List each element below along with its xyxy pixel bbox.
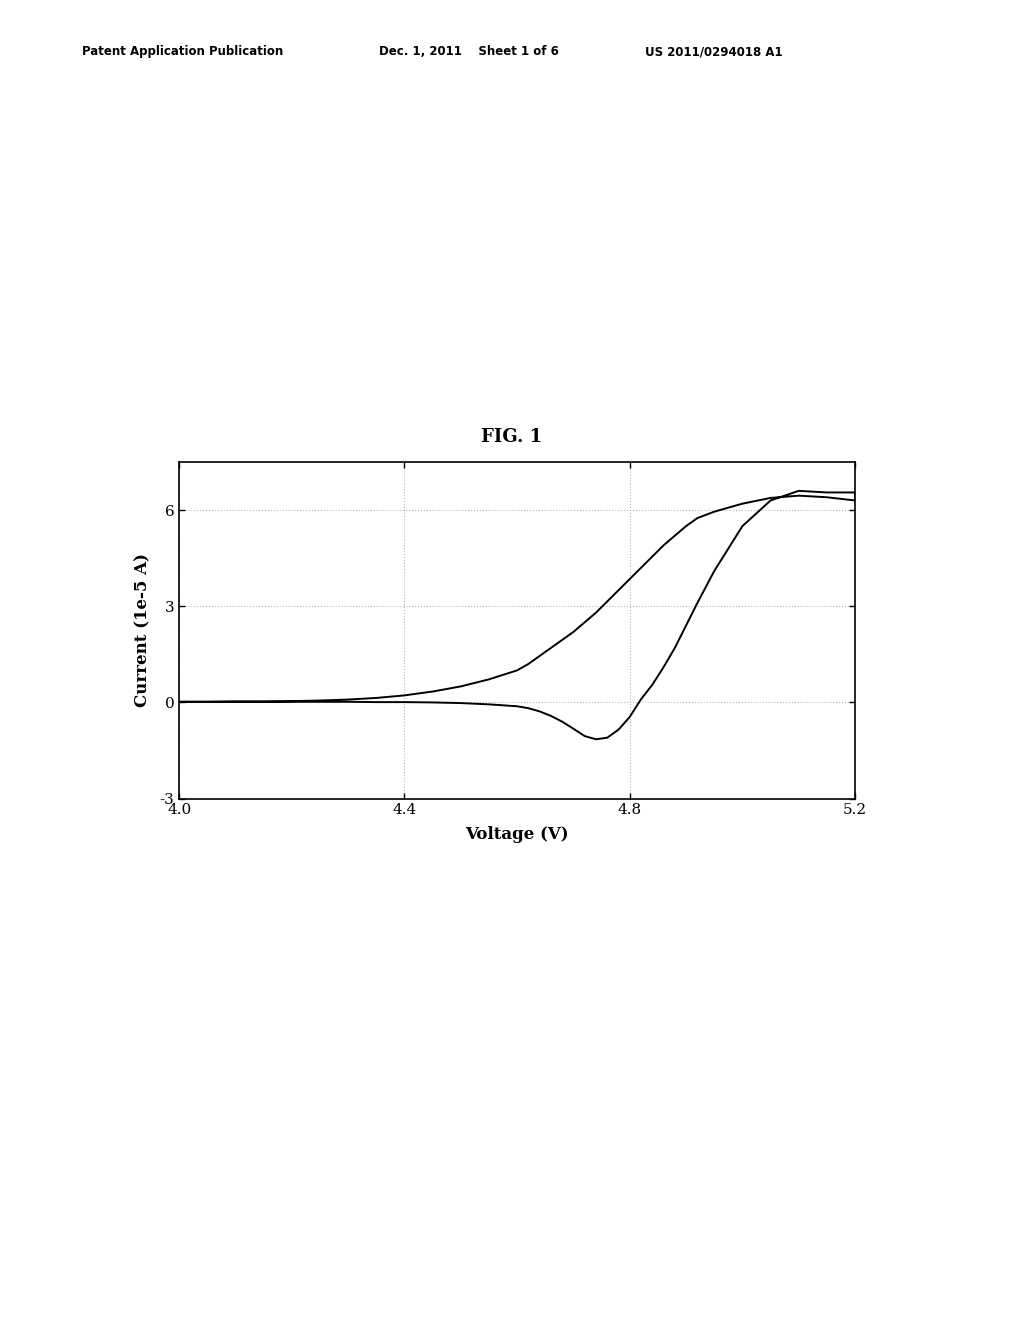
- Y-axis label: Current (1e-5 A): Current (1e-5 A): [134, 553, 152, 708]
- Text: Patent Application Publication: Patent Application Publication: [82, 45, 284, 58]
- Text: US 2011/0294018 A1: US 2011/0294018 A1: [645, 45, 782, 58]
- Text: Dec. 1, 2011    Sheet 1 of 6: Dec. 1, 2011 Sheet 1 of 6: [379, 45, 559, 58]
- X-axis label: Voltage (V): Voltage (V): [465, 826, 569, 842]
- Text: FIG. 1: FIG. 1: [481, 428, 543, 446]
